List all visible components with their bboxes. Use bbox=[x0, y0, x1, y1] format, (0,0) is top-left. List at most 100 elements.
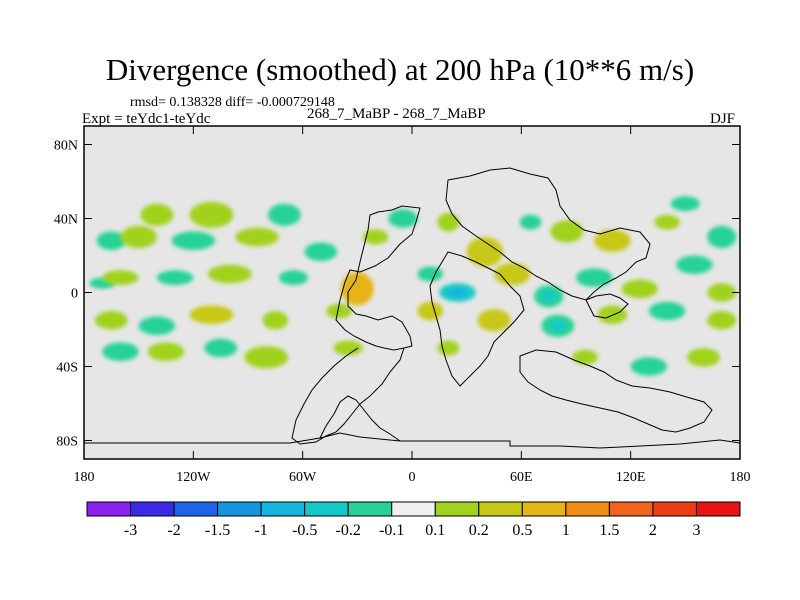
x-tick-label: 60E bbox=[510, 470, 533, 485]
divergence-blob bbox=[326, 303, 352, 319]
divergence-field bbox=[89, 196, 737, 376]
divergence-blob bbox=[120, 225, 157, 249]
coastline-antarctic-peninsula bbox=[319, 395, 401, 442]
y-tick-label: 40S bbox=[56, 361, 78, 376]
colorbar-label: -3 bbox=[124, 522, 137, 539]
divergence-blob bbox=[519, 214, 542, 230]
divergence-blob bbox=[268, 203, 301, 226]
divergence-blob bbox=[541, 314, 575, 337]
coastline-eurasia bbox=[445, 167, 651, 301]
axis-ticks: 180 120W 60W 0 60E 120E 180 80N 40N 0 40S 80S bbox=[54, 126, 751, 485]
divergence-blob bbox=[362, 229, 389, 245]
coastline-south-america bbox=[291, 347, 405, 445]
x-tick-label: 120W bbox=[176, 470, 211, 485]
chart-title: Divergence (smoothed) at 200 hPa (10**6 … bbox=[105, 52, 695, 87]
divergence-blob bbox=[189, 201, 234, 228]
divergence-blob bbox=[207, 264, 252, 284]
divergence-blob bbox=[94, 311, 128, 330]
divergence-blob bbox=[630, 357, 668, 376]
divergence-blob bbox=[140, 203, 174, 226]
colorbar-swatch bbox=[217, 501, 262, 517]
x-tick-label: 60W bbox=[289, 470, 317, 485]
coastlines bbox=[84, 167, 740, 449]
x-tick-label: 0 bbox=[409, 470, 416, 485]
x-tick-label: 120E bbox=[616, 470, 646, 485]
colorbar-swatch bbox=[434, 501, 480, 517]
colorbar-label: 0.2 bbox=[469, 522, 489, 539]
stats-subtitle: rmsd= 0.138328 diff= -0.000729148 bbox=[130, 95, 335, 110]
colorbar-label: -1.5 bbox=[205, 522, 230, 539]
divergence-blob bbox=[439, 283, 476, 302]
colorbar-swatch bbox=[565, 501, 610, 517]
colorbar-swatch bbox=[347, 501, 393, 517]
divergence-blob bbox=[670, 196, 700, 212]
divergence-blob bbox=[687, 348, 720, 367]
divergence-blob bbox=[654, 214, 680, 230]
divergence-blob bbox=[648, 301, 686, 321]
divergence-blob bbox=[102, 270, 139, 286]
coastline-africa bbox=[429, 251, 525, 387]
y-tick-label: 40N bbox=[54, 213, 78, 228]
divergence-blob bbox=[204, 338, 238, 358]
divergence-blob bbox=[534, 285, 564, 308]
divergence-blob bbox=[171, 231, 216, 250]
y-tick-label: 80N bbox=[54, 139, 78, 154]
divergence-blob bbox=[707, 311, 737, 330]
divergence-blob bbox=[262, 311, 289, 330]
experiment-label: Expt = teYdc1-teYdc bbox=[82, 111, 211, 127]
divergence-blob bbox=[707, 225, 737, 249]
colorbar-swatch bbox=[521, 501, 567, 517]
divergence-blob bbox=[147, 342, 185, 361]
divergence-blob bbox=[189, 305, 234, 324]
season-label: DJF bbox=[710, 111, 736, 127]
colorbar-swatch bbox=[652, 501, 697, 517]
divergence-blob bbox=[278, 270, 309, 286]
colorbar-label: -0.2 bbox=[336, 522, 361, 539]
divergence-blob bbox=[235, 227, 279, 247]
coastline-australia bbox=[519, 349, 713, 433]
divergence-blob bbox=[156, 270, 194, 286]
colorbar-label: 0.5 bbox=[512, 522, 532, 539]
colorbar-label: 2 bbox=[649, 522, 657, 539]
colorbar-swatch bbox=[260, 501, 306, 517]
divergence-blob bbox=[676, 255, 713, 274]
colorbar-swatch bbox=[304, 501, 349, 517]
colorbar-label: -1 bbox=[254, 522, 267, 539]
colorbar-label: 1 bbox=[562, 522, 570, 539]
case-label: 268_7_MaBP - 268_7_MaBP bbox=[307, 106, 486, 122]
colorbar-swatch bbox=[391, 501, 436, 517]
colorbar-swatch bbox=[608, 501, 654, 517]
x-tick-label: 180 bbox=[730, 470, 751, 485]
divergence-blob bbox=[417, 301, 443, 321]
divergence-blob bbox=[550, 220, 584, 243]
divergence-blob bbox=[417, 266, 443, 282]
divergence-blob bbox=[576, 268, 613, 287]
divergence-blob bbox=[707, 283, 737, 302]
divergence-blob bbox=[466, 237, 504, 267]
divergence-blob bbox=[304, 242, 338, 262]
colorbar-label: 3 bbox=[692, 522, 700, 539]
colorbar-swatch bbox=[173, 501, 219, 517]
colorbar-swatch bbox=[478, 501, 523, 517]
divergence-blob bbox=[388, 209, 418, 228]
colorbar-label: 1.5 bbox=[599, 522, 619, 539]
colorbar-swatch bbox=[86, 501, 132, 517]
colorbar-label: -0.1 bbox=[379, 522, 404, 539]
divergence-blob bbox=[102, 342, 139, 361]
divergence-blob bbox=[494, 262, 531, 286]
divergence-blob bbox=[244, 346, 289, 369]
divergence-blob bbox=[340, 272, 374, 306]
divergence-blob bbox=[572, 349, 598, 365]
divergence-blob bbox=[594, 229, 631, 252]
y-tick-label: 0 bbox=[71, 287, 78, 302]
divergence-blob bbox=[437, 212, 460, 232]
coastline-indonesia bbox=[585, 293, 629, 319]
divergence-blob bbox=[333, 340, 363, 356]
x-tick-label: 180 bbox=[74, 470, 95, 485]
colorbar-swatch bbox=[130, 501, 175, 517]
coastline-americas bbox=[335, 205, 421, 351]
y-tick-label: 80S bbox=[56, 435, 78, 450]
colorbar-label: -0.5 bbox=[292, 522, 317, 539]
divergence-blob bbox=[621, 279, 658, 299]
